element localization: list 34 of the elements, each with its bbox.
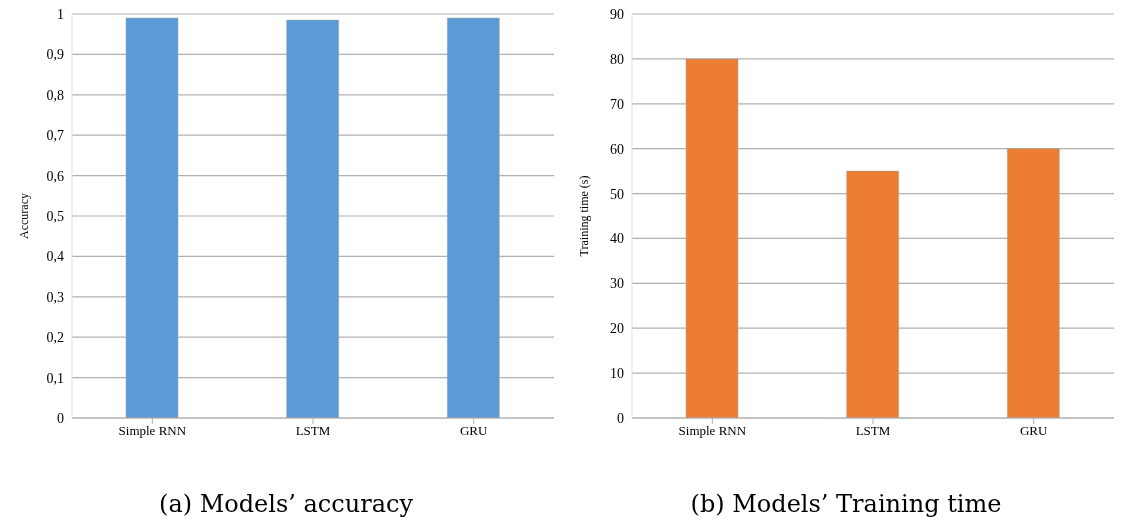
x-tick-label: Simple RNN	[678, 423, 747, 439]
x-tick-label: Simple RNN	[118, 423, 187, 439]
y-tick-label: 0	[57, 410, 64, 426]
y-tick-label: 0,9	[46, 47, 64, 63]
y-tick-label: 0,4	[46, 249, 64, 265]
y-axis-title: Training time (s)	[577, 175, 592, 257]
y-tick-label: 0,3	[46, 289, 64, 305]
text: (b) Models’ Training time	[689, 490, 1003, 518]
bar	[685, 58, 739, 418]
y-tick-label: 0,1	[46, 370, 64, 386]
y-tick-label: 0,8	[46, 87, 64, 103]
y-tick-label: 30	[610, 276, 624, 292]
y-tick-label: 20	[610, 321, 624, 337]
y-tick-label: 0,7	[46, 128, 64, 144]
y-tick-label: 70	[610, 96, 624, 112]
y-tick-label: 80	[610, 51, 624, 67]
y-tick-label: 90	[610, 6, 624, 22]
bar	[1007, 148, 1060, 418]
y-tick-label: 1	[57, 6, 64, 22]
x-tick-label: LSTM	[855, 423, 891, 439]
x-tick-label: LSTM	[295, 423, 331, 439]
y-tick-label: 10	[610, 366, 624, 382]
y-tick-label: 0,6	[46, 168, 64, 184]
x-tick-label: GRU	[459, 423, 488, 439]
x-tick-label: GRU	[1019, 423, 1048, 439]
text: (a) Models’ accuracy	[158, 490, 414, 518]
y-tick-label: 0	[617, 410, 624, 426]
y-tick-label: 0,2	[46, 330, 64, 346]
y-tick-label: 50	[610, 186, 624, 202]
y-axis-title: Accuracy	[17, 193, 32, 239]
y-tick-label: 40	[610, 231, 624, 247]
y-tick-label: 0,5	[46, 208, 64, 224]
bar	[846, 170, 899, 418]
y-tick-label: 60	[610, 141, 624, 157]
